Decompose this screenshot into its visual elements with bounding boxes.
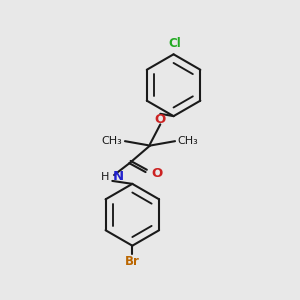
Text: CH₃: CH₃: [177, 136, 198, 146]
Text: O: O: [155, 112, 166, 126]
Text: H: H: [100, 172, 109, 182]
Text: Br: Br: [125, 255, 140, 268]
Text: O: O: [151, 167, 162, 180]
Text: N: N: [112, 170, 123, 183]
Text: Cl: Cl: [169, 37, 182, 50]
Text: CH₃: CH₃: [102, 136, 123, 146]
